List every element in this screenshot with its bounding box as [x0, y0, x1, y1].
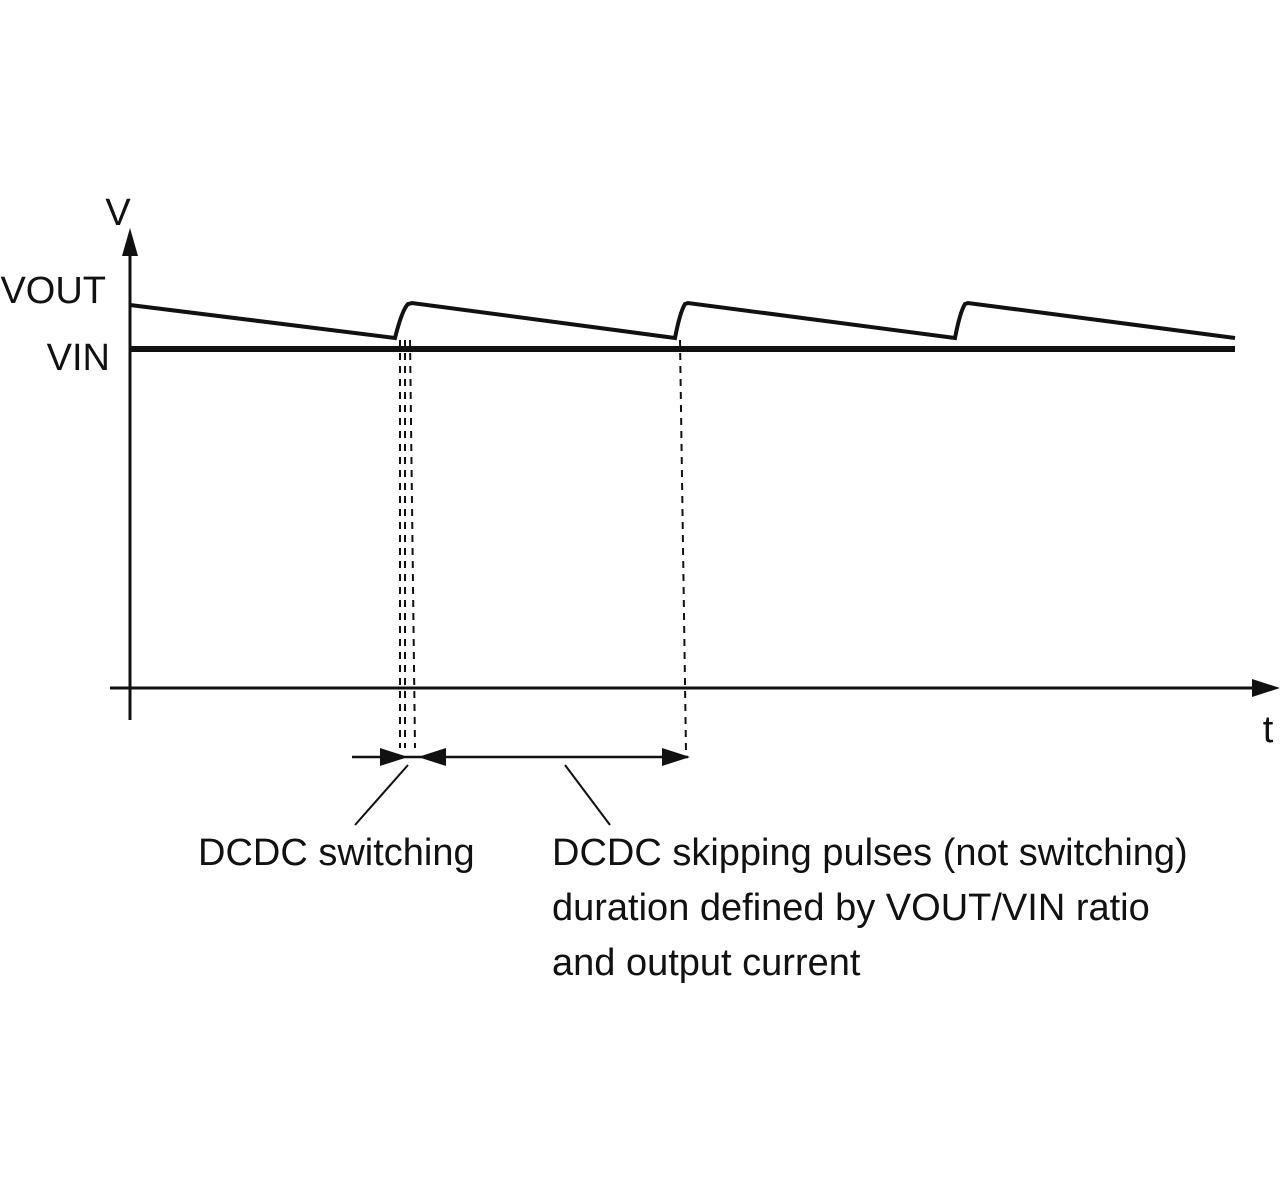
skipping-label: duration defined by VOUT/VIN ratio: [552, 887, 1150, 929]
arrowhead: [418, 748, 446, 766]
vin-label: VIN: [47, 337, 110, 379]
y-axis-arrow: [122, 228, 138, 256]
skipping-label: DCDC skipping pulses (not switching): [552, 832, 1188, 874]
arrowhead: [662, 748, 690, 766]
dash-line: [409, 339, 416, 749]
leader-line: [354, 764, 409, 826]
x-axis-label: t: [1263, 709, 1274, 751]
y-axis-label: V: [105, 192, 131, 234]
vout-label: VOUT: [0, 270, 106, 312]
x-axis-arrow: [1252, 679, 1280, 697]
vout-waveform: [129, 300, 1236, 341]
leader-line: [564, 764, 611, 826]
switching-label: DCDC switching: [198, 832, 475, 874]
dash-line: [679, 339, 687, 753]
skipping-label: and output current: [552, 942, 861, 984]
arrowhead: [380, 748, 408, 766]
